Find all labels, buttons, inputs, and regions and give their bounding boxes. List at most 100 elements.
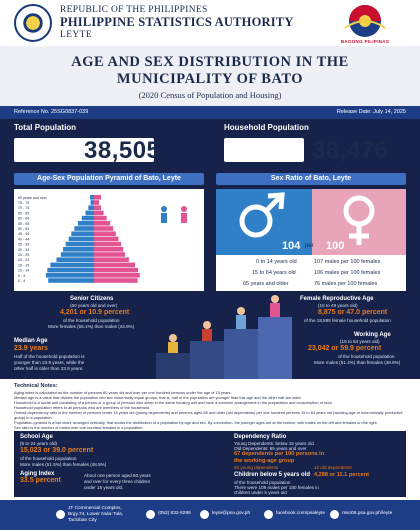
email-icon [200,510,209,519]
ratio-headline: 104 per 100 [216,240,406,255]
header: REPUBLIC OF THE PHILIPPINES PHILIPPINE S… [0,0,420,46]
note-line: Overall dependency ratio is the number o… [14,410,403,420]
repro-line1: of the 18,895 female household populatio… [304,318,391,323]
title-band: AGE AND SEX DISTRIBUTION IN THE MUNICIPA… [0,46,420,106]
male-symbol-icon [239,192,285,238]
facebook-icon [264,510,273,519]
aging-line1: About one person aged 60 years [84,473,151,478]
pyramid-female-bar [94,231,116,236]
pyramid-female-bar [94,267,139,273]
pyramid-male-bar [77,221,94,226]
pyramid-female-bar [94,200,100,205]
senior-line1: of the household population [63,318,120,323]
school-number: 15,023 or 39.0 percent [20,447,94,454]
pyramid-age-label: 25 - 29 [18,253,29,257]
website-link[interactable]: rsso08.psa.gov.ph/leyte [342,511,393,516]
pyramid-male-bar [47,267,94,273]
senior-sub: (60 years old and over) [70,303,118,308]
note-line: Aging index is calculated as the number … [14,390,232,395]
repro-sub: (15 to 49 years old) [318,303,358,308]
pyramid-female-bar [94,226,114,231]
pyramid-age-label: 65 - 69 [18,211,29,215]
people-steps-illustration [156,295,292,379]
pyramid-male-bar [74,226,94,231]
dependency-line1: Young Dependents: below 15 years old [234,441,314,446]
header-line-2: PHILIPPINE STATISTICS AUTHORITY [60,15,294,29]
pyramid-section-title: Age-Sex Population Pyramid of Bato, Leyt… [14,173,204,185]
pyramid-male-bar [85,210,94,216]
email-address[interactable]: leyte@psa.gov.ph [212,511,251,516]
dependency-old: 12 old dependents [314,465,352,470]
website-icon [330,510,339,519]
technical-notes: Technical Notes: Aging index is calculat… [0,379,420,500]
ratio-row-age: 65 years and older [243,281,289,287]
household-population-label: Household Population [224,123,309,132]
pyramid-female-bar [94,221,111,226]
facebook-link[interactable]: facebook.com/psaleyte [276,511,326,516]
male-ratio-value: 104 [282,240,301,252]
pyramid-male-bar [90,200,94,205]
ratio-section-title: Sex Ratio of Bato, Leyte [216,173,406,185]
pyramid-age-label: 15 - 19 [18,263,29,267]
release-date: Release Date: July 14, 2025 [336,109,406,115]
children-line3: children under 5 years old [234,490,287,495]
pyramid-age-label: 30 - 34 [18,248,29,252]
reference-number: Reference No. 25SG0837-039 [14,109,89,115]
repro-title: Female Reproductive Age [300,296,374,302]
pyramid-panel: 80 years and over 75 - 79 70 - 74 65 - 69 60… [14,189,204,291]
pyramid-female-bar [94,205,101,210]
total-population-box [14,138,154,162]
male-ratio-tile [216,189,312,255]
pyramid-age-label: 75 - 79 [18,201,29,205]
note-line: Sex ratio is the number of males over on… [14,425,144,430]
dependency-number-2: the working-age group [234,458,295,464]
note-line: Median age is a value that divides the p… [14,395,302,400]
pyramid-female-bar [94,247,124,252]
dependency-number: 67 dependents per 100 persons in [234,451,325,457]
senior-number: 4,201 or 10.9 percent [60,309,130,316]
bagong-pilipinas-text: BAGONG PILIPINAS [340,39,390,44]
school-line1: of the household population [20,456,77,461]
agency-name: REPUBLIC OF THE PHILIPPINES PHILIPPINE S… [60,5,294,40]
aging-number: 33.5 percent [20,477,61,484]
phone-number[interactable]: (053) 832-8298 [158,511,191,516]
school-line2: More males (51.5%) than females (48.5%) [20,462,107,467]
pyramid-female-bar [94,236,119,242]
median-line1: Half of the household population is [14,354,85,359]
ratio-row-age: 0 to 14 years old [256,259,297,265]
repro-number: 8,875 or 47.0 percent [318,309,388,316]
pyramid-male-bar [63,247,94,252]
median-title: Median Age [14,338,48,344]
location-icon [56,510,65,519]
page-subtitle: (2020 Census of Population and Housing) [138,90,282,100]
pyramid-male-bar [90,195,94,200]
pyramid-age-label: 50 - 54 [18,227,29,231]
pyramid-male-bar [48,278,94,283]
note-line: Household population refers to all perso… [14,405,151,410]
note-line: Household is a social unit consisting of… [14,400,333,405]
pyramid-male-bar [71,231,94,236]
pyramid-male-bar [65,241,94,247]
pyramid-male-bar [60,252,94,257]
pyramid-male-bar [46,273,94,278]
children-line2: There were 109 males per 100 females in [234,485,319,490]
reference-bar: Reference No. 25SG0837-039 Release Date:… [0,106,420,119]
ratio-row-value: 76 males per 100 females [314,281,378,287]
aging-line3: under 15 years old. [84,485,124,490]
median-line3: other half is older than 23.9 years. [14,366,84,371]
pyramid-female-bar [94,262,136,268]
dependency-young: 55 young dependents [234,465,279,470]
pyramid-age-label: 80 years and over [18,196,48,200]
header-line-3: LEYTE [60,30,93,40]
pyramid-age-label: 0 - 4 [18,279,25,283]
pyramid-female-bar [94,273,140,278]
infographic: Senior Citizens (60 years old and over) … [0,291,420,379]
footer: JT Commercial Complex, Brgy.74, Lower Nu… [0,500,420,530]
pyramid-age-label: 45 - 49 [18,232,29,236]
dependency-line2: Old Dependents: 65 years and over [234,446,307,451]
aging-title: Aging Index [20,471,55,477]
total-population-label: Total Population [14,123,77,132]
pyramid-age-label: 70 - 74 [18,206,29,210]
ratio-row-age: 15 to 64 years old [252,270,296,276]
female-ratio-value: 100 [326,240,345,252]
